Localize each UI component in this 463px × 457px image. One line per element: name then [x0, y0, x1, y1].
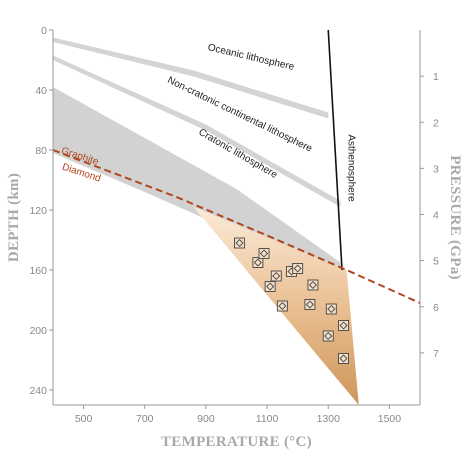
x-axis-title: TEMPERATURE (°C): [161, 434, 312, 450]
data-point-diamond-mark: [305, 300, 314, 309]
boundary-lines: [52, 29, 421, 304]
data-point-diamond-mark: [278, 301, 287, 311]
x-tick-label-500: 500: [75, 413, 93, 425]
y-tick-label-80: 80: [35, 145, 47, 157]
data-point-diamond-mark: [327, 304, 336, 314]
x-tick-label-1500: 1500: [378, 413, 402, 425]
data-point-outer-square: [322, 330, 334, 342]
data-point-4: [264, 281, 276, 292]
data-point-diamond-mark: [324, 331, 333, 341]
y-tick-label-0: 0: [41, 25, 47, 37]
data-point-outer-square: [276, 300, 288, 312]
asthenosphere-line: [327, 29, 343, 271]
y-tick-label-240: 240: [29, 385, 47, 397]
data-point-outer-square: [338, 353, 349, 364]
data-points: [234, 237, 349, 364]
y2-tick-label-2: 2: [433, 117, 439, 129]
data-point-6: [276, 300, 288, 312]
data-point-diamond-mark: [235, 238, 244, 248]
data-point-diamond-mark: [259, 249, 269, 258]
x-tick-label-700: 700: [136, 413, 154, 425]
data-point-3: [258, 248, 270, 259]
data-point-outer-square: [234, 237, 246, 249]
y-tick-label-200: 200: [29, 325, 47, 337]
diamond-window-layer: [193, 207, 359, 405]
y-tick-label-160: 160: [29, 265, 47, 277]
data-point-diamond-mark: [272, 271, 281, 281]
data-point-diamond-mark: [339, 321, 348, 330]
data-point-outer-square: [338, 320, 349, 331]
y-axis-title: DEPTH (km): [6, 173, 22, 262]
y2-tick-label-5: 5: [433, 256, 439, 268]
data-point-outer-square: [252, 257, 264, 268]
y2-tick-label-3: 3: [433, 163, 439, 175]
data-point-outer-square: [304, 299, 316, 310]
data-point-11: [322, 330, 334, 342]
y-tick-label-120: 120: [29, 205, 47, 217]
y2-tick-label-4: 4: [433, 210, 439, 222]
data-point-diamond-mark: [253, 258, 262, 267]
data-point-9: [304, 299, 316, 310]
non-cratonic-continental-lithosphere-band: [53, 55, 341, 207]
data-point-diamond-mark: [293, 264, 302, 273]
data-point-10: [307, 279, 319, 291]
data-point-1: [234, 237, 246, 249]
asthenosphere-label: Asthenosphere: [346, 134, 357, 202]
data-point-12: [325, 303, 337, 315]
data-point-diamond-mark: [339, 354, 348, 363]
cratonic-lithosphere-band: [53, 87, 341, 267]
data-point-outer-square: [325, 303, 337, 315]
y-tick-label-40: 40: [35, 85, 47, 97]
data-point-outer-square: [258, 248, 270, 259]
data-point-5: [270, 270, 282, 282]
data-point-diamond-mark: [266, 282, 275, 291]
diamond-window-area: [193, 207, 359, 405]
data-point-outer-square: [307, 279, 319, 291]
data-point-8: [292, 263, 304, 274]
x-tick-label-900: 900: [197, 413, 215, 425]
lithosphere-bands: [53, 37, 341, 267]
y2-tick-label-1: 1: [433, 71, 439, 83]
x-tick-label-1100: 1100: [256, 413, 279, 425]
data-point-2: [252, 257, 264, 268]
data-point-outer-square: [270, 270, 282, 282]
y2-axis-title: PRESSURE (GPa): [447, 155, 463, 280]
data-point-14: [338, 353, 349, 364]
data-point-diamond-mark: [308, 280, 317, 290]
axes: 500 700 900 1100 1300 1500 0 40 80 120 160 200 240 1 2…: [29, 25, 439, 425]
data-point-13: [338, 320, 349, 331]
y2-tick-label-7: 7: [433, 348, 439, 360]
y2-tick-label-6: 6: [433, 302, 439, 314]
oceanic-lithosphere-band: [53, 37, 329, 119]
data-point-outer-square: [292, 263, 304, 274]
x-tick-label-1300: 1300: [317, 413, 341, 425]
data-point-outer-square: [264, 281, 276, 292]
graphite-diamond-boundary-line: [52, 149, 421, 304]
